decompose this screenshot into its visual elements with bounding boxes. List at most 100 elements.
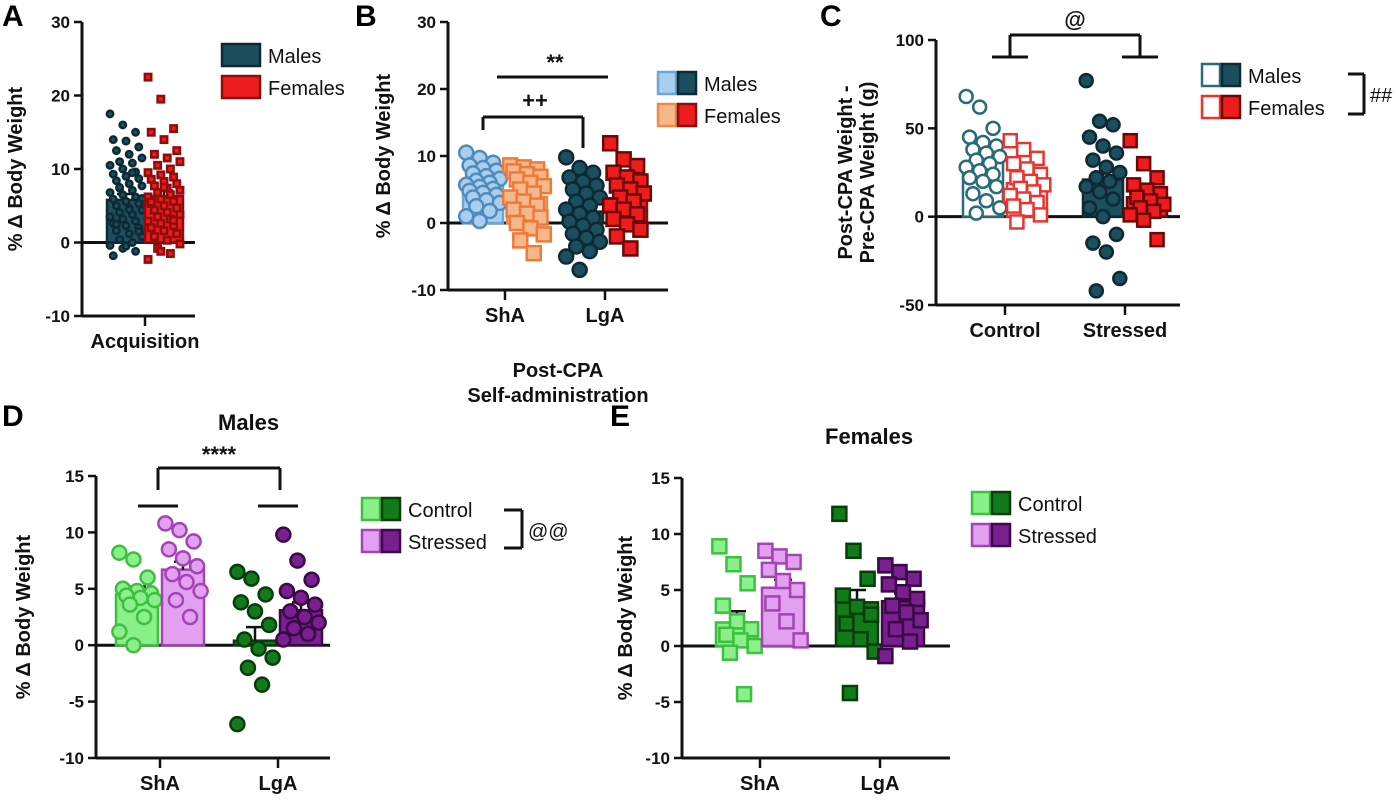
data-point [260,616,278,634]
legend-swatch [1200,62,1222,88]
data-point [958,88,974,105]
data-point [115,182,125,192]
data-point [159,135,169,145]
legend-swatch [380,528,402,554]
data-point [1032,207,1049,223]
data-point [303,571,320,589]
panel-letter-d: D [2,400,24,433]
data-point [111,201,121,211]
data-point [171,521,188,539]
y-tick-label: 15 [651,469,670,488]
data-point [975,173,991,190]
data-point [174,550,192,567]
data-point [1135,155,1152,172]
data-point [143,72,153,82]
data-point [134,174,144,184]
data-point [632,221,649,238]
data-point [264,649,281,666]
data-point [156,218,166,228]
data-point [289,552,306,569]
legend-swatch [380,496,402,522]
data-point [165,164,175,174]
data-point [121,596,139,613]
x-tick-label: LgA [586,305,625,327]
x-axis-label-line: Self-administration [467,385,648,407]
data-point [127,158,137,168]
y-tick-label: 0 [915,208,924,227]
data-point [1091,184,1108,200]
data-point [505,201,522,218]
sig-label: ** [546,50,564,75]
x-axis-label-line: Post-CPA [513,360,604,382]
sig-label: ## [1370,85,1393,107]
data-point [275,631,292,648]
data-point [968,205,985,221]
data-point [157,515,174,532]
data-point [512,232,529,249]
data-point [118,164,128,174]
data-point [852,631,869,648]
data-point [118,120,128,130]
legend-swatch [676,70,698,96]
data-point [725,555,742,573]
data-point [1105,117,1121,133]
legend-swatch [676,102,698,128]
data-point [169,124,179,134]
data-point [1105,191,1121,207]
y-tick-label: 5 [661,581,670,600]
data-point [292,589,310,607]
data-point [1098,159,1115,175]
data-point [105,212,115,222]
data-point [525,244,542,262]
data-point [139,569,156,586]
data-point [1091,113,1108,130]
data-point [887,620,905,638]
data-point [310,614,327,631]
data-point [108,251,118,261]
y-tick-label: 50 [905,119,924,138]
data-point [111,219,121,229]
y-tick-label: -5 [655,693,670,712]
data-point [714,597,732,614]
data-point [905,570,922,588]
panel-letter-c: C [820,0,842,33]
data-point [175,239,185,249]
y-tick-label: 0 [661,637,670,656]
data-point [111,623,128,640]
data-point [1108,145,1125,161]
data-point [278,582,296,600]
y-tick-label: 30 [51,13,70,32]
y-tick-label: 10 [651,525,670,544]
sig-label: @@ [528,521,569,543]
data-point [167,591,185,609]
data-point [125,636,142,654]
data-point [111,176,121,186]
legend-swatch [220,42,262,68]
data-point [841,684,859,702]
y-tick-label: 20 [51,87,70,106]
sig-label: ++ [522,88,548,113]
data-point [172,146,182,156]
data-point [149,232,159,242]
data-point [115,157,125,167]
data-point [774,572,792,590]
data-point [961,129,978,145]
data-point [557,248,575,265]
data-point [965,185,981,202]
data-point [146,197,156,207]
data-point [131,246,141,256]
y-axis-label: % Δ Body Weight [5,86,27,251]
x-tick-label: Acquisition [91,331,200,353]
x-tick-label: LgA [861,773,900,795]
data-point [127,185,137,195]
data-point [1078,72,1094,89]
data-point [282,603,299,620]
legend-swatch [970,522,992,548]
data-point [481,202,498,220]
data-point [992,200,1008,216]
data-point [135,608,153,626]
data-point [1005,198,1022,214]
data-point [250,640,267,657]
data-point [1085,235,1101,251]
x-tick-label: LgA [259,773,298,795]
